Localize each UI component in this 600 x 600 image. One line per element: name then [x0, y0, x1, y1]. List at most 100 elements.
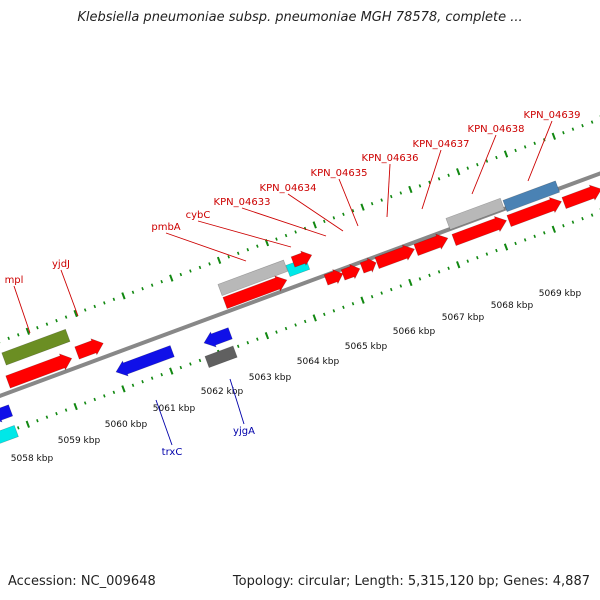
tick-mark — [466, 166, 470, 170]
gene-label: mpl — [5, 275, 24, 286]
tick-mark — [495, 155, 498, 160]
label-leader-line — [165, 232, 247, 262]
tick-mark — [332, 216, 336, 220]
feature-rev-blue-left — [0, 404, 14, 423]
label-leader-line — [229, 378, 245, 425]
tick-mark — [189, 362, 192, 366]
feature-kpn04633 — [323, 268, 344, 286]
tick-mark — [198, 358, 202, 363]
tick-mark — [581, 216, 584, 221]
tick-mark — [83, 401, 87, 405]
tick-mark — [169, 274, 174, 282]
tick-mark — [16, 426, 20, 430]
tick-mark — [523, 238, 527, 242]
tick-mark — [93, 304, 97, 309]
gene-label: KPN_04635 — [311, 168, 368, 179]
tick-mark — [370, 201, 374, 206]
tick-mark — [121, 385, 126, 393]
label-leader-line — [471, 134, 497, 195]
tick-mark — [208, 262, 211, 266]
feature-pmbA-misc — [217, 259, 289, 297]
tick-mark — [312, 314, 317, 322]
tick-mark — [485, 252, 489, 256]
feature-kpn04638-misc — [445, 197, 505, 231]
tick-mark — [121, 292, 126, 300]
tick-mark — [476, 255, 479, 260]
tick-mark — [503, 243, 509, 251]
tick-mark — [36, 419, 39, 423]
feature-blue-small — [203, 327, 233, 348]
tick-mark — [256, 244, 259, 248]
tick-mark — [198, 265, 202, 270]
feature-kpn04638 — [451, 216, 507, 247]
tick-mark — [466, 259, 470, 263]
tick-mark — [380, 198, 383, 202]
gene-label: yjdJ — [52, 259, 70, 270]
tick-mark — [93, 397, 97, 402]
scale-tick-label: 5060 kbp — [105, 420, 148, 430]
tick-mark — [103, 394, 106, 398]
feature-trxC — [115, 345, 175, 377]
tick-mark — [476, 162, 479, 167]
label-leader-line — [60, 269, 79, 317]
tick-mark — [150, 376, 154, 380]
scale-tick-label: 5059 kbp — [58, 436, 101, 446]
scale-tick-label: 5058 kbp — [11, 454, 54, 464]
tick-mark — [284, 233, 288, 238]
feature-kpn04637 — [413, 233, 449, 257]
gene-label: KPN_04633 — [214, 197, 271, 208]
tick-mark — [581, 123, 584, 128]
feature-pmbA — [222, 275, 288, 310]
scale-tick-label: 5062 kbp — [201, 387, 244, 397]
tick-mark — [264, 332, 270, 340]
tick-mark — [514, 148, 517, 153]
scale-tick-label: 5069 kbp — [539, 289, 582, 299]
tick-mark — [571, 220, 575, 224]
tick-mark — [389, 194, 393, 199]
gene-label: pmbA — [151, 222, 180, 233]
tick-mark — [246, 341, 250, 345]
tick-mark — [456, 261, 461, 269]
scale-tick-label: 5066 kbp — [393, 327, 436, 337]
tick-mark — [533, 234, 536, 239]
tick-mark — [523, 145, 527, 149]
tick-mark — [294, 230, 297, 234]
scale-tick-label: 5068 kbp — [491, 301, 534, 311]
tick-mark — [25, 420, 30, 428]
tick-mark — [141, 380, 144, 384]
tick-mark — [216, 256, 222, 264]
tick-mark — [370, 294, 374, 299]
tick-mark — [73, 309, 78, 318]
tick-mark — [360, 203, 365, 211]
feature-kpn04639-misc — [502, 180, 560, 213]
tick-mark — [169, 367, 174, 375]
feature-rev-trna-left — [0, 424, 19, 444]
tick-mark — [179, 365, 183, 370]
tick-mark — [408, 278, 413, 287]
tick-mark — [543, 231, 546, 235]
label-leader-line — [13, 285, 31, 334]
tick-mark — [514, 241, 517, 246]
tick-mark — [590, 120, 594, 124]
tick-mark — [236, 251, 240, 255]
tick-mark — [485, 159, 489, 163]
label-leader-line — [287, 193, 344, 232]
scale-tick-label: 5063 kbp — [249, 373, 292, 383]
tick-mark — [275, 330, 278, 334]
feature-yjgA — [204, 345, 238, 369]
gene-label: cybC — [186, 210, 211, 221]
tick-mark — [447, 266, 450, 270]
tick-mark — [342, 305, 345, 309]
tick-mark — [189, 269, 192, 273]
label-leader-line — [386, 163, 391, 218]
tick-mark — [533, 141, 536, 146]
feature-kpn04634 — [340, 263, 361, 281]
tick-mark — [112, 297, 116, 302]
gene-label: KPN_04634 — [260, 183, 317, 194]
tick-mark — [179, 272, 183, 277]
map-title: Klebsiella pneumoniae subsp. pneumoniae … — [77, 10, 523, 25]
tick-mark — [131, 383, 135, 387]
tick-mark — [351, 209, 355, 213]
tick-mark — [351, 302, 355, 306]
tick-mark — [332, 309, 336, 313]
